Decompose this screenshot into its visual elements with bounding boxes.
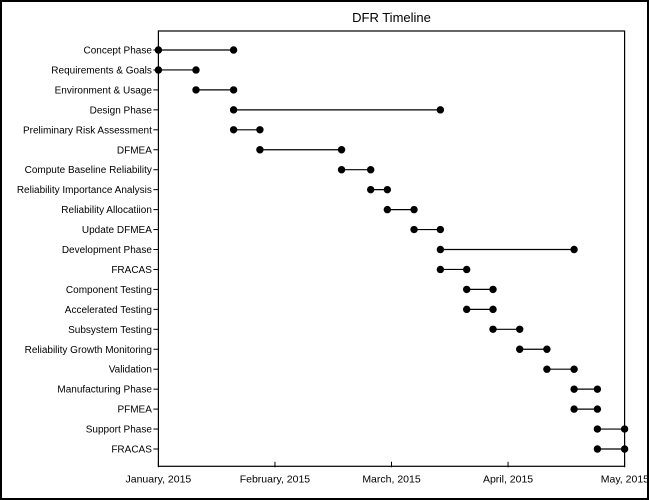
task-start-marker xyxy=(256,146,264,154)
task-start-marker xyxy=(489,325,497,333)
task-label: Compute Baseline Reliability xyxy=(25,165,152,176)
task-label: Accelerated Testing xyxy=(65,305,152,316)
task-label: FRACAS xyxy=(111,445,152,456)
task-label: Concept Phase xyxy=(84,46,153,57)
task-label: Design Phase xyxy=(90,105,153,116)
task-start-marker xyxy=(543,365,551,373)
task-end-marker xyxy=(570,365,578,373)
task-end-marker xyxy=(366,166,375,174)
task-label: Validation xyxy=(109,365,152,376)
task-label: DFMEA xyxy=(117,145,152,156)
task-end-marker xyxy=(593,385,602,393)
task-end-marker xyxy=(337,146,346,154)
task-start-marker xyxy=(337,166,346,174)
task-end-marker xyxy=(516,325,524,333)
x-axis-label: February, 2015 xyxy=(240,474,311,486)
task-start-marker xyxy=(229,106,238,114)
task-label: Reliability Importance Analysis xyxy=(17,185,152,196)
task-end-marker xyxy=(436,225,445,234)
task-end-marker xyxy=(620,425,629,433)
task-start-marker xyxy=(154,46,163,54)
task-end-marker xyxy=(489,305,497,314)
task-label: Requirements & Goals xyxy=(51,65,152,76)
task-start-marker xyxy=(229,126,238,134)
task-start-marker xyxy=(593,445,602,453)
task-start-marker xyxy=(366,185,375,194)
task-end-marker xyxy=(383,185,392,194)
task-label: Environment & Usage xyxy=(55,85,153,96)
task-label: Reliability Allocatiion xyxy=(61,205,152,216)
x-axis-label: March, 2015 xyxy=(362,474,421,486)
task-label: PFMEA xyxy=(117,405,152,416)
chart-title: DFR Timeline xyxy=(352,10,431,25)
task-label: Component Testing xyxy=(66,285,152,296)
task-end-marker xyxy=(436,106,445,114)
x-axis-label: January, 2015 xyxy=(126,474,192,486)
task-label: Manufacturing Phase xyxy=(57,385,152,396)
plot-border xyxy=(157,30,626,467)
task-start-marker xyxy=(570,405,578,413)
task-end-marker xyxy=(229,86,238,94)
task-start-marker xyxy=(570,385,578,393)
task-start-marker xyxy=(593,425,602,433)
task-end-marker xyxy=(620,445,629,453)
task-label: Update DFMEA xyxy=(82,225,152,236)
task-end-marker xyxy=(256,126,264,134)
task-start-marker xyxy=(436,265,445,274)
task-start-marker xyxy=(516,345,524,353)
task-label: Subsystem Testing xyxy=(68,325,152,336)
task-end-marker xyxy=(410,205,418,214)
task-end-marker xyxy=(192,66,200,74)
task-start-marker xyxy=(410,225,418,234)
task-label: FRACAS xyxy=(111,265,152,276)
x-axis-label: May, 2015 xyxy=(601,474,649,486)
task-label: Development Phase xyxy=(62,245,152,256)
task-start-marker xyxy=(462,285,471,294)
task-label: Reliability Growth Monitoring xyxy=(25,345,152,356)
task-end-marker xyxy=(593,405,602,413)
x-axis-label: April, 2015 xyxy=(483,474,533,486)
task-label: Support Phase xyxy=(86,425,153,436)
task-start-marker xyxy=(462,305,471,314)
task-end-marker xyxy=(229,46,238,54)
task-start-marker xyxy=(383,205,392,214)
task-end-marker xyxy=(543,345,551,353)
task-start-marker xyxy=(192,86,200,94)
task-start-marker xyxy=(154,66,163,74)
task-end-marker xyxy=(570,245,578,254)
task-start-marker xyxy=(436,245,445,254)
task-label: Preliminary Risk Assessment xyxy=(23,125,152,136)
task-end-marker xyxy=(462,265,471,274)
task-end-marker xyxy=(489,285,497,294)
